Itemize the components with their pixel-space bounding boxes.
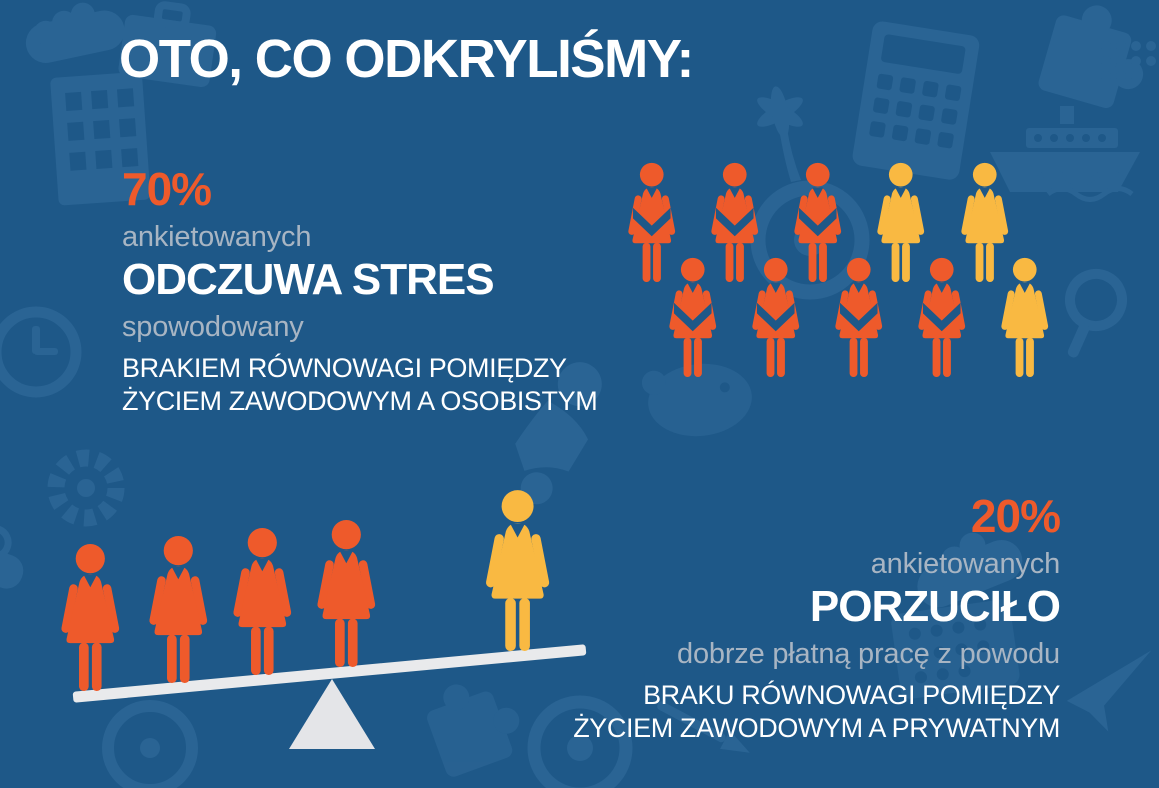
woman-figure-icon xyxy=(301,519,392,667)
stress-headline: ODCZUWA STRES xyxy=(122,254,495,304)
waves-icon xyxy=(1036,170,1134,202)
dots-grid-icon xyxy=(1101,41,1156,81)
briefcase-icon xyxy=(118,1,217,88)
stress-caps-line-2: ŻYCIEM ZAWODOWYM A OSOBISTYM xyxy=(122,386,598,417)
quit-subline-2: dobrze płatną pracę z powodu xyxy=(677,637,1060,670)
paper-plane-icon xyxy=(1066,650,1152,732)
woman-figure-icon xyxy=(822,257,896,377)
piggy-icon xyxy=(641,363,752,437)
ship-icon xyxy=(990,106,1140,192)
stress-percent: 70% xyxy=(122,163,212,215)
gear-icon xyxy=(47,449,125,527)
woman-figure-icon xyxy=(656,257,730,377)
dart-icon xyxy=(657,701,750,753)
quit-caps-line-1: BRAKU RÓWNOWAGI POMIĘDZY xyxy=(643,680,1060,711)
woman-figure-icon xyxy=(905,257,979,377)
stress-subline-2: spowodowany xyxy=(122,310,304,343)
quit-stat-block: 20% ankietowanych PORZUCIŁO dobrze płatn… xyxy=(573,490,1061,745)
magnifier-icon xyxy=(1065,269,1127,358)
handshake-icon xyxy=(917,532,1023,608)
car-icon xyxy=(0,517,24,589)
woman-figure-icon xyxy=(988,257,1062,377)
quit-caps-line-2: ŻYCIEM ZAWODOWYM A PRYWATNYM xyxy=(573,713,1060,744)
stress-subline-1: ankietowanych xyxy=(122,221,312,254)
runner-icon xyxy=(515,362,602,505)
woman-figure-icon xyxy=(468,489,567,651)
target-icon xyxy=(527,695,633,788)
puzzle-icon xyxy=(427,684,520,777)
stress-stat-block: 70% ankietowanych ODCZUWA STRES spowodow… xyxy=(122,163,598,418)
woman-figure-icon xyxy=(217,527,308,675)
palm-icon xyxy=(757,86,803,182)
puzzle-icon xyxy=(1038,5,1144,109)
phone-keypad-icon xyxy=(891,599,1020,699)
quit-subline-1: ankietowanych xyxy=(870,548,1060,581)
wheel-icon xyxy=(102,700,198,788)
stress-caps-line-1: BRAKIEM RÓWNOWAGI POMIĘDZY xyxy=(122,353,567,384)
quit-headline: PORZUCIŁO xyxy=(809,581,1061,631)
calculator-icon xyxy=(852,21,980,180)
seesaw-fulcrum-icon xyxy=(289,679,375,749)
woman-figure-icon xyxy=(133,535,224,683)
quit-percent: 20% xyxy=(970,490,1061,542)
woman-figure-icon xyxy=(739,257,813,377)
building-icon xyxy=(50,71,151,206)
clock-icon xyxy=(0,306,82,398)
page-title: OTO, CO ODKRYLIŚMY: xyxy=(119,29,694,89)
woman-figure-icon xyxy=(45,543,136,691)
handshake-icon xyxy=(25,2,125,63)
